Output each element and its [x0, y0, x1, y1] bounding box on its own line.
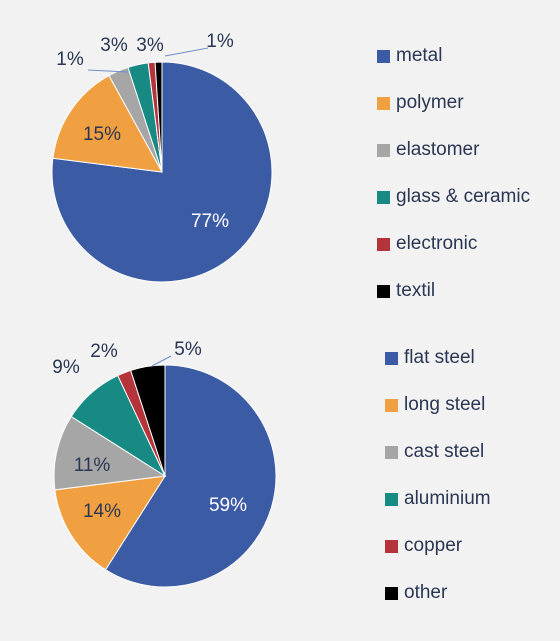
legend-label: aluminium [404, 488, 491, 509]
data-label-textil: 1% [206, 31, 234, 52]
legend-swatch [385, 398, 398, 412]
pie-slice-cast-steel [53, 415, 167, 491]
legend-label: cast steel [404, 441, 485, 462]
pie-slice-other [130, 364, 166, 477]
legend-item-elastomer: elastomer [377, 138, 530, 162]
legend-label: polymer [396, 92, 464, 113]
data-label-other: 5% [174, 339, 202, 360]
data-label-glass-ceramic: 3% [136, 35, 164, 56]
legend-item-long-steel: long steel [385, 393, 491, 417]
data-label-electronic: 1% [56, 49, 84, 70]
data-label-long-steel: 14% [83, 501, 121, 522]
legend-item-cast-steel: cast steel [385, 440, 491, 464]
pie-2-slices [53, 364, 277, 588]
legend-swatch [377, 49, 390, 63]
legend-item-polymer: polymer [377, 91, 530, 115]
pie-slice-textil [154, 61, 163, 173]
data-label-cast-steel: 11% [74, 455, 111, 476]
pie-1-slices [51, 61, 273, 283]
legend-swatch [377, 96, 390, 110]
legend-item-flat-steel: flat steel [385, 346, 491, 370]
legend-swatch [385, 351, 398, 365]
legend-item-electronic: electronic [377, 232, 530, 256]
legend-swatch [385, 539, 398, 553]
legend-item-copper: copper [385, 534, 491, 558]
legend-swatch [377, 143, 390, 157]
legend-item-aluminium: aluminium [385, 487, 491, 511]
legend-swatch [385, 586, 398, 600]
legend-item-textil: textil [377, 279, 530, 303]
data-label-aluminium: 9% [52, 357, 80, 378]
pie-slice-polymer [52, 74, 163, 173]
legend-label: flat steel [404, 347, 475, 368]
legend-label: electronic [396, 233, 478, 254]
leader-line [164, 47, 209, 57]
data-label-copper: 2% [90, 341, 118, 362]
legend-swatch [385, 492, 398, 506]
legend-swatch [377, 190, 390, 204]
pie-slice-flat-steel [104, 364, 277, 588]
leader-line [151, 355, 172, 367]
legend-label: textil [396, 280, 436, 301]
legend-metals: flat steel long steel cast steel aluminium c… [385, 346, 491, 628]
legend-item-other: other [385, 581, 491, 605]
legend-label: elastomer [396, 139, 480, 160]
legend-label: copper [404, 535, 463, 556]
leader-line [87, 69, 129, 73]
legend-label: other [404, 582, 448, 603]
pie-slice-long-steel [54, 475, 166, 571]
legend-label: long steel [404, 394, 486, 415]
legend-swatch [377, 237, 390, 251]
legend-swatch [385, 445, 398, 459]
legend-label: metal [396, 45, 443, 66]
legend-label: glass & ceramic [396, 186, 531, 207]
data-label-flat-steel: 59% [209, 495, 247, 516]
legend-swatch [377, 284, 390, 298]
legend-item-metal: metal [377, 44, 530, 68]
data-label-elastomer: 3% [100, 35, 128, 56]
legend-materials: metal polymer elastomer glass & ceramic elec… [377, 44, 530, 326]
legend-item-glass-ceramic: glass & ceramic [377, 185, 530, 209]
data-label-metal: 77% [191, 211, 229, 232]
data-label-polymer: 15% [83, 124, 121, 145]
